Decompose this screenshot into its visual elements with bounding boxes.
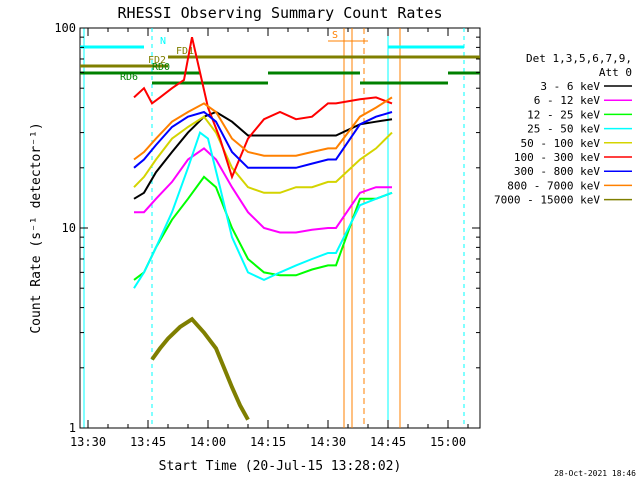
flag-label: N — [160, 36, 166, 47]
legend-label: 6 - 12 keV — [534, 94, 601, 107]
chart-title: RHESSI Observing Summary Count Rates — [117, 4, 442, 22]
legend-label: 7000 - 15000 keV — [494, 194, 600, 207]
series-line — [133, 115, 393, 194]
series-line — [133, 175, 393, 281]
x-tick-label: 13:30 — [70, 435, 106, 449]
x-tick-label: 14:00 — [190, 435, 226, 449]
series-line — [133, 96, 393, 161]
legend-header-line-1: Det 1,3,5,6,7,9, — [526, 52, 632, 65]
series-line — [133, 110, 393, 169]
x-axis-label: Start Time (20-Jul-15 13:28:02) — [159, 459, 402, 474]
x-tick-label: 14:45 — [370, 435, 406, 449]
data-series — [133, 36, 393, 421]
flag-label: RD0 — [152, 62, 170, 73]
series-line — [150, 316, 250, 421]
flag-label: S — [332, 30, 338, 41]
axis-ticks: 13:30 13:45 14:00 14:15 14:30 14:45 15:00 1 10 10… — [54, 21, 480, 449]
x-tick-label: 15:00 — [430, 435, 466, 449]
legend-header-line-2: Att 0 — [599, 66, 632, 79]
legend-label: 12 - 25 keV — [527, 108, 600, 121]
legend-label: 300 - 800 keV — [514, 165, 600, 178]
flag-label: FD2 — [148, 55, 166, 66]
flag-label: RD6 — [120, 72, 138, 83]
plot-frame — [79, 27, 481, 429]
plot-border — [79, 27, 481, 429]
x-tick-label: 14:30 — [310, 435, 346, 449]
series-line — [134, 147, 392, 234]
legend-label: 800 - 7000 keV — [507, 179, 600, 192]
legend-label: 50 - 100 keV — [521, 137, 601, 150]
x-tick-label: 13:45 — [130, 435, 166, 449]
y-tick-label: 100 — [54, 21, 76, 35]
y-tick-label: 10 — [62, 221, 76, 235]
series-line — [133, 36, 393, 180]
legend-label: 25 - 50 keV — [527, 123, 600, 136]
generation-timestamp: 28-Oct-2021 18:46 — [554, 469, 636, 478]
flag-label: FD1 — [176, 46, 194, 57]
series-line — [133, 130, 393, 289]
y-tick-label: 1 — [69, 421, 76, 435]
y-axis-label: Count Rate (s⁻¹ detector⁻¹) — [29, 122, 44, 333]
legend-label: 3 - 6 keV — [540, 80, 600, 93]
x-tick-label: 14:15 — [250, 435, 286, 449]
series-line — [133, 110, 393, 200]
legend-label: 100 - 300 keV — [514, 151, 600, 164]
